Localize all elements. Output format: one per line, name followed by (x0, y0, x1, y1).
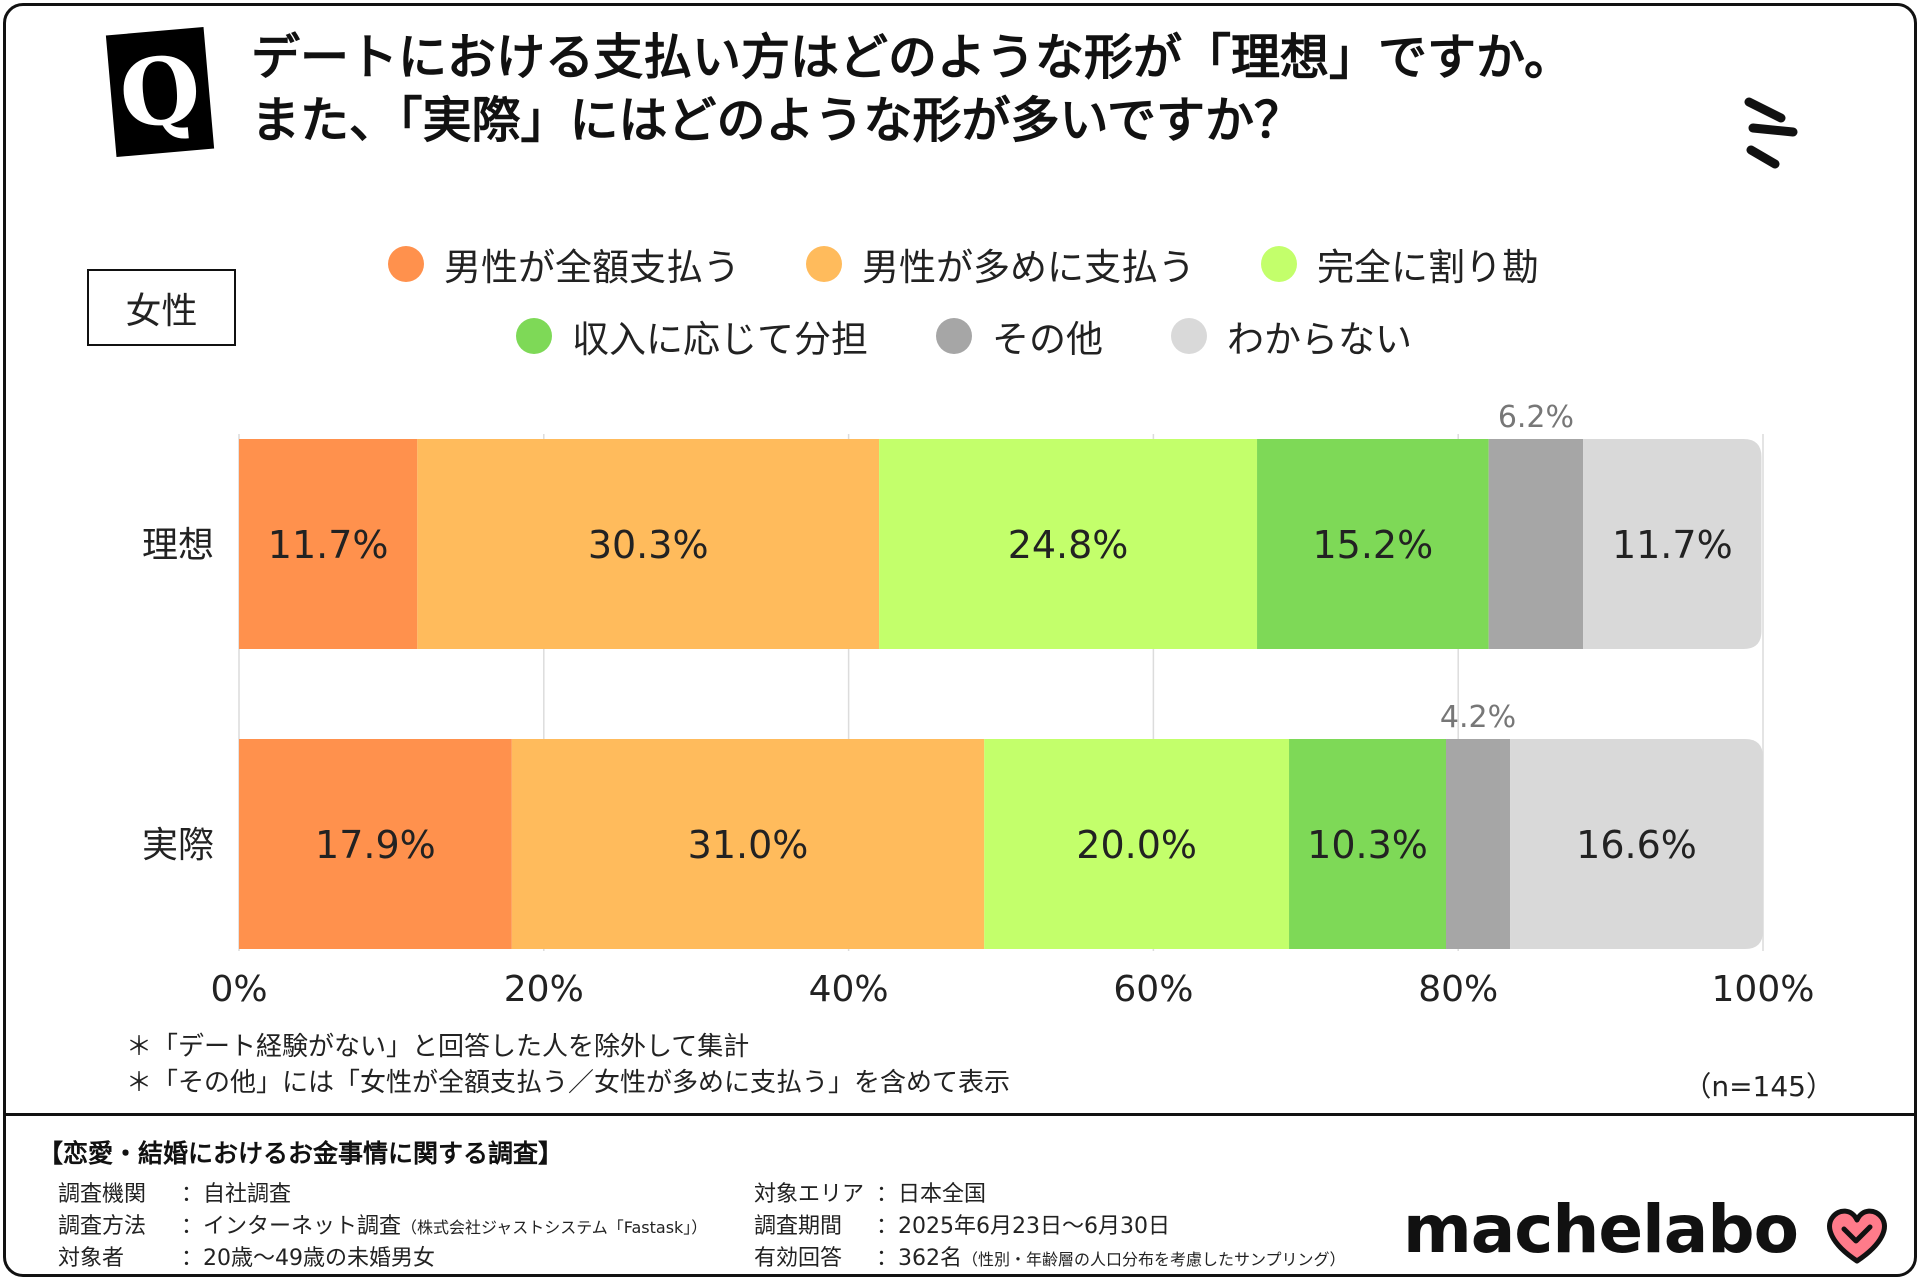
data-label: 24.8% (1008, 523, 1129, 567)
data-label: 6.2% (1498, 400, 1574, 435)
heart-logo-icon (1827, 1208, 1887, 1264)
bar-segment (1583, 439, 1762, 649)
bar-segment (239, 739, 512, 949)
data-label: 11.7% (268, 523, 389, 567)
survey-row: 調査機関 ：自社調査 (58, 1176, 291, 1208)
bar-segment (1510, 739, 1763, 949)
brand-logo-text: machelabo (1403, 1191, 1799, 1268)
bar-segment (1257, 439, 1489, 649)
category-label: 理想 (142, 525, 214, 566)
legend-label: 収入に応じて分担 (572, 318, 868, 361)
sparkle-icon (1744, 97, 1798, 169)
legend-item: 男性が多めに支払う (806, 237, 1195, 291)
bar-segment (1488, 439, 1584, 649)
legend-color-dot (936, 318, 972, 354)
survey-row: 有効回答 ：362名（性別・年齢層の人口分布を考慮したサンプリング） (754, 1240, 1346, 1272)
legend-item: 男性が全額支払う (388, 237, 740, 291)
legend-color-dot (516, 318, 552, 354)
footnotes: ＊「デート経験がない」と回答した人を除外して集計 ＊「その他」には「女性が全額支… (126, 1029, 1010, 1101)
bar-segment (1446, 739, 1511, 949)
legend-label: 男性が全額支払う (444, 246, 740, 289)
legend-color-dot (1171, 318, 1207, 354)
x-tick-label: 80% (1418, 969, 1498, 1010)
survey-key: 対象者 (58, 1246, 125, 1271)
legend-item: 収入に応じて分担 (516, 309, 868, 363)
bar-segment (1289, 739, 1447, 949)
survey-value: ：日本全国 (876, 1182, 987, 1207)
footnote-2: ＊「その他」には「女性が全額支払う／女性が多めに支払う」を含めて表示 (126, 1068, 1011, 1098)
survey-title: 【恋愛・結婚におけるお金事情に関する調査】 (38, 1139, 564, 1168)
legend-item: 完全に割り勘 (1261, 237, 1539, 291)
category-label: 実際 (142, 825, 214, 866)
bar-row (239, 439, 1762, 649)
survey-key: 対象エリア (754, 1182, 865, 1207)
data-label: 30.3% (588, 523, 709, 567)
legend-color-dot (1261, 246, 1297, 282)
data-label: 20.0% (1076, 823, 1197, 867)
question-line-2: また、「実際」にはどのような形が多いですか？ (251, 92, 1304, 149)
survey-value: ：20歳〜49歳の未婚男女 (181, 1246, 435, 1271)
section-divider (6, 1113, 1914, 1116)
data-label: 15.2% (1312, 523, 1433, 567)
data-label: 31.0% (688, 823, 809, 867)
survey-row: 調査期間 ：2025年6月23日〜6月30日 (754, 1208, 1170, 1240)
x-tick-label: 20% (504, 969, 584, 1010)
survey-key: 有効回答 (754, 1246, 843, 1271)
data-label: 17.9% (315, 823, 436, 867)
survey-value: ：インターネット調査 (181, 1214, 402, 1239)
sample-size: （n=145） (1683, 1070, 1834, 1103)
question-line-1: デートにおける支払い方はどのような形が「理想」ですか。 (251, 29, 1574, 86)
survey-row: 調査方法 ：インターネット調査（株式会社ジャストシステム「Fastask」） (58, 1208, 707, 1240)
footnote-1: ＊「デート経験がない」と回答した人を除外して集計 (126, 1032, 750, 1062)
stacked-bar-chart: 理想 11.7% 30.3% 24.8% 15.2% 6.2% 11.7% 実際 17.9% 31… (142, 400, 1815, 1010)
legend-item: わからない (1171, 309, 1412, 363)
survey-note: （株式会社ジャストシステム「Fastask」） (401, 1218, 708, 1237)
survey-note: （性別・年齢層の人口分布を考慮したサンプリング） (962, 1250, 1346, 1269)
bar-segment (417, 439, 880, 649)
data-label: 4.2% (1440, 700, 1516, 735)
x-tick-label: 60% (1113, 969, 1193, 1010)
legend-label: 男性が多めに支払う (862, 246, 1195, 289)
legend-label: わからない (1227, 318, 1412, 361)
x-tick-label: 40% (809, 969, 889, 1010)
survey-value: ：362名 (876, 1246, 962, 1271)
data-label: 10.3% (1307, 823, 1428, 867)
survey-row: 対象者 ：20歳〜49歳の未婚男女 (58, 1240, 435, 1272)
data-label: 11.7% (1612, 523, 1733, 567)
x-tick-label: 0% (210, 969, 267, 1010)
bar-segment (984, 739, 1290, 949)
survey-key: 調査機関 (58, 1182, 147, 1207)
infographic-frame: Q デートにおける支払い方はどのような形が「理想」ですか。 また、「実際」にはど… (3, 3, 1917, 1277)
x-tick-label: 100% (1712, 969, 1815, 1010)
legend-label: その他 (992, 318, 1103, 361)
bar-segment (239, 439, 418, 649)
legend-color-dot (388, 246, 424, 282)
survey-key: 調査期間 (754, 1214, 843, 1239)
bar-segment (879, 439, 1258, 649)
bar-segment (511, 739, 985, 949)
survey-value: ：2025年6月23日〜6月30日 (876, 1214, 1170, 1239)
question-title: デートにおける支払い方はどのような形が「理想」ですか。 また、「実際」にはどのよ… (251, 26, 1751, 152)
data-label: 16.6% (1576, 823, 1697, 867)
legend-color-dot (806, 246, 842, 282)
respondent-group-label: 女性 (87, 269, 236, 346)
bar-row (239, 739, 1763, 949)
survey-value: ：自社調査 (181, 1182, 292, 1207)
survey-key: 調査方法 (58, 1214, 147, 1239)
legend-label: 完全に割り勘 (1317, 246, 1539, 289)
survey-row: 対象エリア ：日本全国 (754, 1176, 986, 1208)
legend-item: その他 (936, 309, 1103, 363)
